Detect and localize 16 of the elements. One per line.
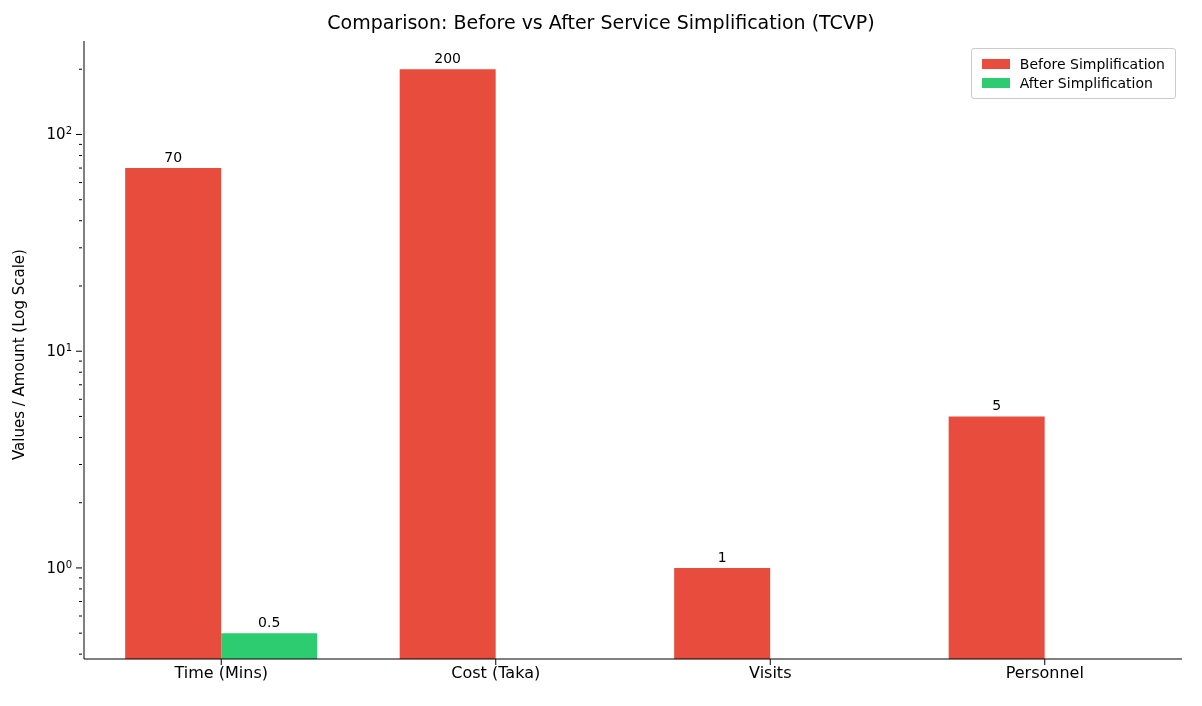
data-label: 5	[992, 397, 1002, 414]
y-tick-label: 10$^{1}$	[46, 341, 72, 361]
chart-title: Comparison: Before vs After Service Simplification (TCVP)	[326, 10, 876, 35]
data-label: 0.5	[258, 614, 281, 631]
legend-label: After Simplification	[1019, 75, 1153, 91]
x-tick-label: Personnel	[1005, 663, 1084, 683]
data-label: 200	[434, 50, 462, 67]
x-tick-label: Time (Mins)	[173, 663, 268, 683]
y-axis-title: Values / Amount (Log Scale)	[10, 249, 29, 460]
data-label: 1	[717, 548, 727, 565]
x-tick-label: Visits	[749, 663, 792, 683]
y-tick-label: 10$^{0}$	[46, 558, 72, 577]
data-label: 70	[164, 149, 183, 166]
x-tick-label: Cost (Taka)	[451, 663, 541, 683]
legend-label: Before Simplification	[1019, 56, 1165, 72]
y-tick-label: 10$^{2}$	[46, 124, 72, 144]
